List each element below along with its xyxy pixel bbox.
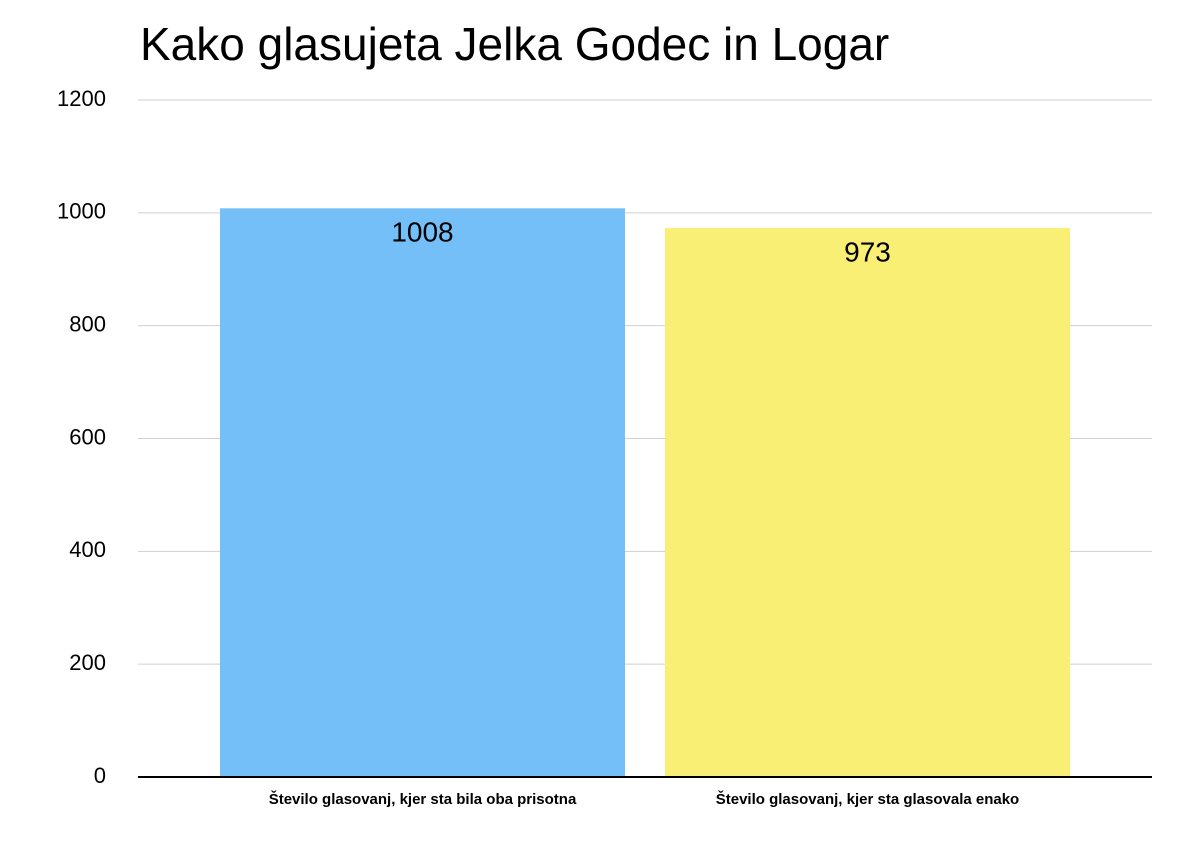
chart-title: Kako glasujeta Jelka Godec in Logar xyxy=(140,18,889,70)
y-tick-label: 200 xyxy=(69,650,106,675)
y-tick-label: 0 xyxy=(94,763,106,788)
bar xyxy=(220,208,625,777)
x-tick-label: Število glasovanj, kjer sta bila oba pri… xyxy=(269,790,577,808)
bar xyxy=(665,228,1070,778)
y-tick-label: 1000 xyxy=(57,199,106,224)
y-tick-label: 1200 xyxy=(57,86,106,111)
y-tick-label: 600 xyxy=(69,424,106,449)
x-tick-label: Število glasovanj, kjer sta glasovala en… xyxy=(716,790,1019,808)
y-tick-label: 800 xyxy=(69,311,106,336)
value-label: 1008 xyxy=(391,217,453,248)
y-tick-label: 400 xyxy=(69,537,106,562)
value-label: 973 xyxy=(844,236,891,267)
